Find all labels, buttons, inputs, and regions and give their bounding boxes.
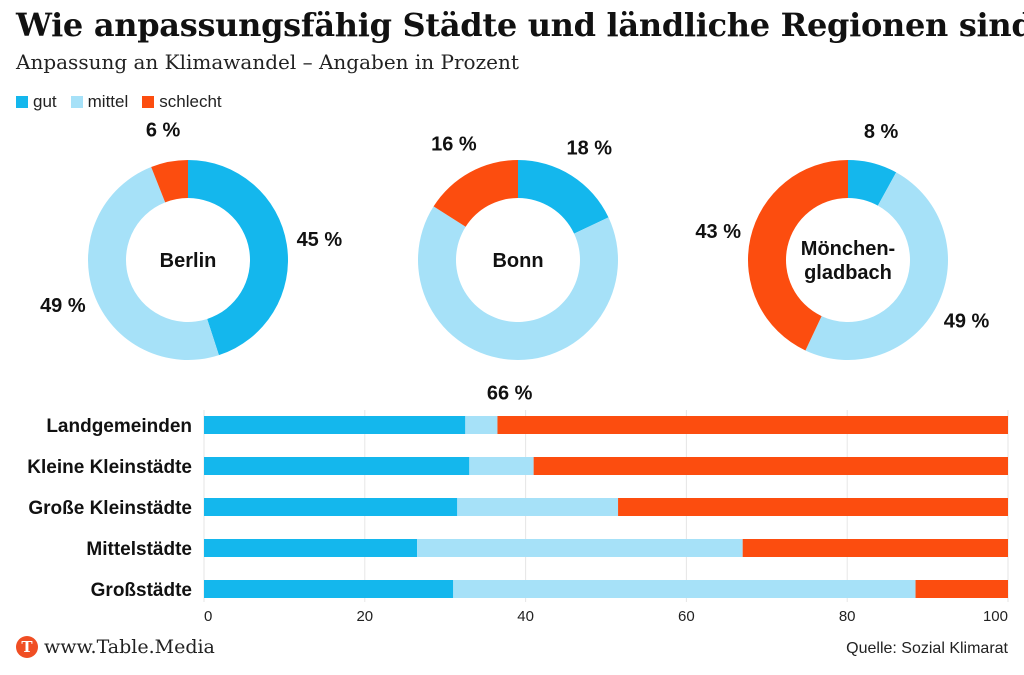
donut-slice-berlin-mittel [88,167,219,360]
bar-segment-landgemeinden-mittel [465,416,498,434]
bar-label-großstädte: Großstädte [91,580,192,601]
donut-slice-bonn-gut [518,160,609,234]
bar-segment-großstädte-gut [204,580,454,598]
bar-segment-großstädte-schlecht [915,580,1008,598]
x-tick-80: 80 [839,608,856,625]
legend: gut mittel schlecht [16,92,222,112]
x-tick-100: 100 [983,608,1008,625]
donut-label-berlin-mittel: 49 % [40,295,86,317]
donut-label-berlin-schlecht: 6 % [146,119,181,141]
donut-title-bonn: Bonn [492,250,543,272]
x-tick-40: 40 [517,608,534,625]
legend-item-schlecht: schlecht [142,92,222,112]
donut-title-berlin: Berlin [160,250,217,272]
x-tick-0: 0 [204,608,212,625]
legend-swatch-gut [16,96,28,108]
bar-label-mittelstädte: Mittelstädte [86,539,192,560]
x-tick-20: 20 [356,608,373,625]
donut-label-bonn-gut: 18 % [566,138,612,160]
bar-segment-landgemeinden-schlecht [497,416,1008,434]
legend-label-schlecht: schlecht [159,92,222,111]
bar-segment-kleine-kleinstädte-mittel [469,457,534,475]
bar-segment-kleine-kleinstädte-schlecht [533,457,1008,475]
donut-slice-mönchen-gladbach-mittel [805,172,948,360]
donut-slice-bonn-schlecht [433,160,518,227]
donut-slice-berlin-gut [188,160,288,356]
bar-segment-große-kleinstädte-schlecht [618,498,1008,516]
donut-title-mönchen-gladbach-line-1: Mönchen- [801,238,895,260]
legend-label-mittel: mittel [87,92,129,111]
bar-segment-große-kleinstädte-gut [204,498,458,516]
legend-item-mittel: mittel [70,92,129,112]
x-tick-60: 60 [678,608,695,625]
bar-segment-kleine-kleinstädte-gut [204,457,470,475]
chart-subtitle: Anpassung an Klimawandel – Angaben in Pr… [16,50,519,74]
chart-title: Wie anpassungsfähig Städte und ländliche… [16,6,1024,44]
donut-label-bonn-mittel: 66 % [487,383,533,405]
footer-logo: T www.Table.Media [16,636,215,658]
donut-slice-mönchen-gladbach-gut [848,160,897,206]
bar-segment-großstädte-mittel [453,580,916,598]
bar-segment-landgemeinden-gut [204,416,466,434]
bar-segment-mittelstädte-mittel [417,539,743,557]
donut-label-mönchen-gladbach-schlecht: 43 % [695,221,741,243]
bar-label-landgemeinden: Landgemeinden [46,416,192,437]
bar-segment-mittelstädte-schlecht [742,539,1008,557]
source-note: Quelle: Sozial Klimarat [846,640,1008,657]
donut-label-bonn-schlecht: 16 % [431,133,477,155]
legend-swatch-schlecht [142,96,155,108]
donut-label-mönchen-gladbach-gut: 8 % [864,121,899,143]
bar-segment-mittelstädte-gut [204,539,418,557]
donut-title-mönchen-gladbach-line-2: gladbach [804,262,892,284]
donut-slice-berlin-schlecht [151,160,188,203]
bar-segment-große-kleinstädte-mittel [457,498,619,516]
donut-slice-bonn-mittel [418,206,618,360]
donut-slice-mönchen-gladbach-schlecht [747,160,848,351]
legend-swatch-mittel [70,96,83,108]
donut-label-mönchen-gladbach-mittel: 49 % [944,310,990,332]
bar-label-große-kleinstädte: Große Kleinstädte [28,498,192,519]
legend-item-gut: gut [16,92,57,112]
bar-label-kleine-kleinstädte: Kleine Kleinstädte [27,457,192,478]
table-media-logo-icon: T [16,636,38,658]
site-name: www.Table.Media [44,636,215,658]
legend-label-gut: gut [33,92,57,111]
donut-label-berlin-gut: 45 % [297,229,343,251]
